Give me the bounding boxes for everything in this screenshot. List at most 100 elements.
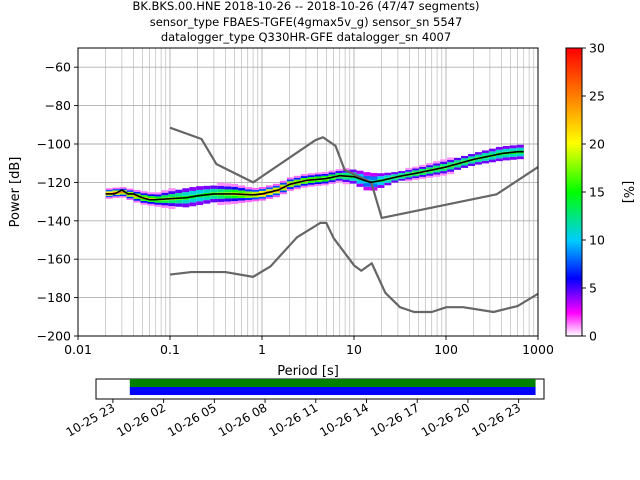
psd-cell <box>433 172 441 175</box>
x-tick-label: 1 <box>258 342 266 357</box>
psd-cell <box>293 177 301 180</box>
psd-cell <box>126 191 134 194</box>
psd-cell <box>224 201 232 205</box>
psd-cell <box>363 172 371 176</box>
psd-cell <box>461 163 469 166</box>
psd-cell <box>405 167 413 170</box>
psd-cell <box>126 198 134 201</box>
psd-cell <box>398 171 406 174</box>
psd-cell <box>286 188 294 191</box>
psd-cell <box>356 183 364 187</box>
psd-cell <box>154 202 162 205</box>
colorbar-tick-label: 15 <box>589 185 605 200</box>
y-axis: −200 −180 −160 −140 −120 −100 −80 −60 <box>37 60 78 344</box>
psd-cell <box>342 167 350 171</box>
psd-cell <box>321 173 329 176</box>
psd-cell <box>286 185 294 188</box>
psd-cell <box>231 198 239 202</box>
psd-cell <box>474 152 482 155</box>
psd-cell <box>189 187 197 191</box>
title-line-3: datalogger_type Q330HR-GFE datalogger_sn… <box>161 30 451 44</box>
psd-cell <box>328 170 336 173</box>
psd-cell <box>349 169 357 173</box>
psd-cell <box>349 180 357 184</box>
psd-cell <box>119 187 127 189</box>
psd-cell <box>196 201 204 206</box>
psd-cell <box>168 194 176 198</box>
psd-cell <box>258 189 266 191</box>
psd-cell <box>140 195 148 198</box>
psd-cell <box>119 194 127 197</box>
psd-cell <box>224 195 232 199</box>
psd-cell <box>126 196 134 199</box>
psd-cell <box>245 191 253 194</box>
colorbar-gradient <box>565 47 583 337</box>
psd-cell <box>112 196 120 198</box>
y-tick-label: −140 <box>37 213 71 228</box>
psd-cell <box>516 156 524 160</box>
psd-cell <box>391 172 399 175</box>
colorbar-tick-label: 5 <box>589 281 597 296</box>
psd-cell <box>293 185 301 188</box>
time-tick-label: 10-26 11 <box>267 400 321 439</box>
psd-cell <box>447 157 455 160</box>
psd-cell <box>140 202 148 205</box>
psd-cell <box>161 190 169 193</box>
psd-cell <box>468 161 475 164</box>
psd-cell <box>182 188 190 193</box>
y-tick-label: −180 <box>37 290 71 305</box>
psd-cell <box>377 185 385 188</box>
psd-cell <box>286 187 294 189</box>
psd-cell <box>168 203 176 207</box>
psd-cell <box>335 171 343 173</box>
psd-cell <box>279 190 287 193</box>
psd-cell <box>370 183 378 188</box>
psd-cell <box>217 189 225 193</box>
psd-cell <box>147 196 155 199</box>
psd-cell <box>426 163 434 166</box>
time-tick-label: 10-26 05 <box>165 400 219 439</box>
psd-cell <box>140 200 148 203</box>
psd-cell <box>412 176 420 179</box>
psd-cell <box>210 198 218 203</box>
psd-cell <box>468 163 475 166</box>
psd-cell <box>293 183 301 186</box>
psd-cell <box>133 198 141 201</box>
psd-cell <box>175 199 183 204</box>
psd-cell <box>300 176 308 178</box>
psd-cell <box>426 167 434 170</box>
psd-cell <box>300 183 308 186</box>
psd-cell <box>133 193 141 196</box>
psd-cell <box>356 170 364 174</box>
psd-cell <box>252 197 259 200</box>
psd-cell <box>495 146 503 150</box>
psd-cell <box>238 185 246 189</box>
psd-cell <box>495 155 503 159</box>
psd-cell <box>328 174 336 177</box>
psd-cell <box>293 175 301 178</box>
psd-cell <box>509 156 517 160</box>
psd-cell <box>307 184 315 187</box>
psd-cell <box>488 151 496 155</box>
psd-cell <box>481 158 489 161</box>
psd-cell <box>307 177 315 180</box>
psd-cell <box>252 189 259 192</box>
psd-cell <box>258 190 266 193</box>
x-axis: 0.01 0.1 1 10 100 1000 <box>64 336 554 357</box>
psd-cell <box>377 182 385 186</box>
psd-cell <box>126 190 134 192</box>
psd-cell <box>217 195 225 199</box>
psd-cell <box>182 203 190 208</box>
psd-cell <box>245 200 253 203</box>
psd-cell <box>140 191 148 194</box>
psd-cell <box>112 190 120 192</box>
psd-cell <box>265 187 273 190</box>
psd-cell <box>391 180 399 183</box>
psd-cell <box>377 173 385 177</box>
psd-cell <box>265 189 273 192</box>
psd-cell <box>154 200 162 203</box>
coverage-bars <box>129 379 536 395</box>
psd-cell <box>203 200 211 204</box>
psd-cell <box>147 199 155 202</box>
